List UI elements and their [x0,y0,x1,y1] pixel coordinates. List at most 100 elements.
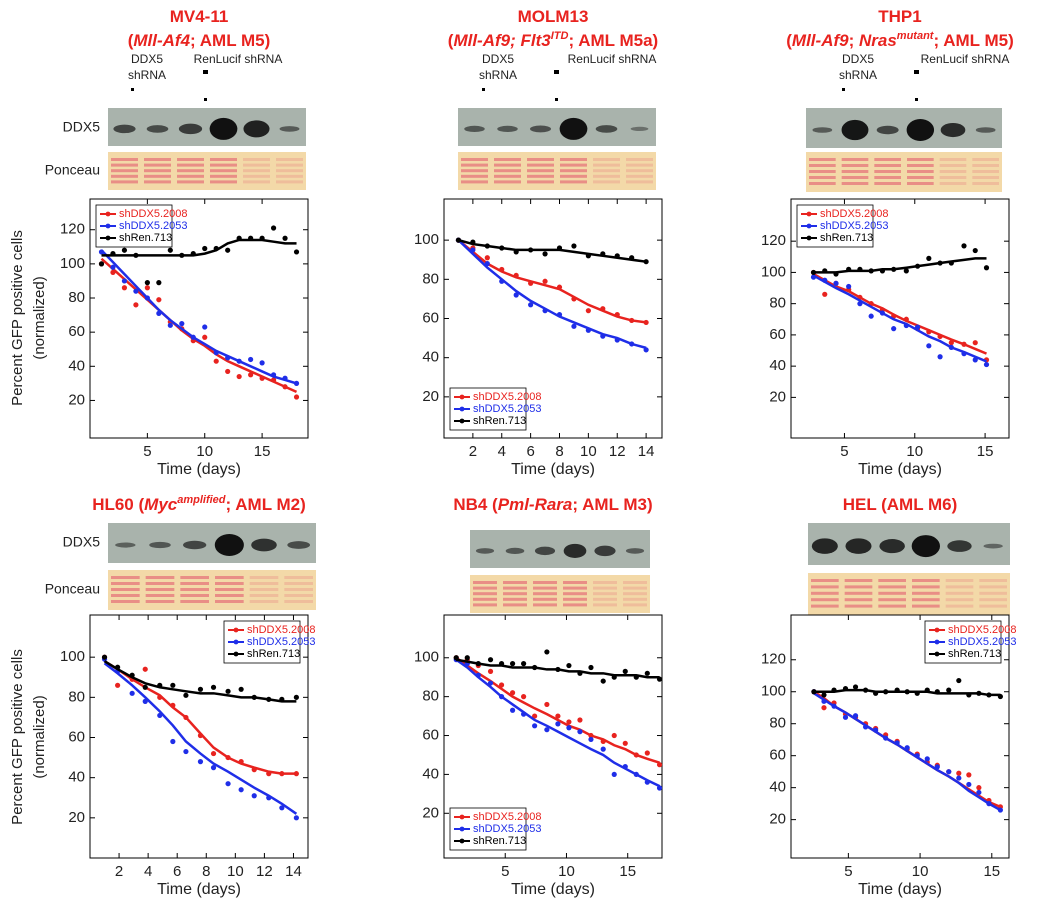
fit-line [455,656,660,764]
ponceau-band [878,598,906,602]
data-point [121,285,128,291]
ponceau-band [249,600,279,603]
data-point [643,347,649,353]
legend-label: shDDX5.2008 [820,208,889,220]
data-point [966,692,972,698]
ponceau-band [276,169,303,173]
lane-marker [482,88,485,91]
lane-marker [203,70,208,74]
data-point [983,265,990,271]
ponceau-band [874,158,901,161]
data-point [821,698,827,704]
title-part: Pml-Rara [498,495,573,514]
ponceau-band [527,180,554,184]
ponceau-band [907,182,934,185]
title-part: ( [786,31,792,50]
data-point [833,271,839,277]
data-point [142,684,148,690]
title-part: Nras [859,31,897,50]
data-point [487,657,494,663]
y-tick-label: 20 [68,809,85,826]
ponceau-band [284,576,313,579]
western-blot [108,108,306,146]
data-point [810,269,817,276]
data-point [644,779,650,785]
data-point [914,263,921,269]
data-point [225,781,231,787]
data-point [156,280,162,286]
legend-swatch [105,211,111,217]
data-point [633,752,639,758]
data-point [266,771,272,777]
data-point [183,714,189,721]
blot-label: DDX5 [63,534,101,550]
lane-label: shRNA [128,68,166,82]
ponceau-band [811,591,839,595]
ponceau-band [560,174,587,178]
ponceau-band [210,158,237,161]
ponceau-band [912,585,940,589]
lane-label: shRNA [839,68,877,82]
data-point [643,319,649,326]
data-point [542,278,548,284]
data-point [903,268,909,274]
data-point [293,771,299,777]
blot-label: Ponceau [45,581,100,597]
data-point [571,296,577,302]
data-point [293,380,300,386]
blot-band [113,124,136,134]
blot-band [811,538,838,554]
ponceau-stain [470,575,650,613]
data-point [293,394,300,400]
blot-band [630,126,649,131]
data-point [270,225,277,231]
ponceau-band [144,169,171,173]
data-point [225,247,231,253]
data-point [167,322,173,328]
blot-band [625,548,645,554]
x-axis-label: Time (days) [157,461,241,478]
ponceau-band [527,158,554,161]
data-point [121,247,128,253]
ponceau-band [809,164,836,167]
title-part: HEL (AML M6) [843,495,958,514]
ponceau-band [461,163,488,167]
data-point [210,750,217,757]
lane-marker [554,70,559,74]
data-point [566,662,572,669]
data-point [822,268,828,274]
data-point [956,770,962,776]
data-point [464,655,470,661]
data-point [556,311,563,318]
ponceau-band [626,180,653,184]
data-point [600,678,606,684]
data-point [857,266,863,272]
legend-label: shDDX5.2053 [948,636,1017,648]
title-part: NB4 ( [453,495,498,514]
ponceau-band [841,158,869,161]
lane-label: DDX5 [842,52,874,66]
blot-band [940,122,966,138]
data-point [961,341,967,347]
x-tick-label: 2 [115,863,123,880]
ponceau-band [494,174,521,178]
data-point [142,698,148,704]
ponceau-band [111,163,138,167]
ponceau-band [145,576,175,579]
legend-swatch [806,223,812,229]
ponceau-band [249,594,279,597]
plot-frame [89,198,309,439]
western-blot [470,530,650,568]
ponceau-band [210,163,237,167]
blot-band [595,125,618,133]
data-point [210,684,217,690]
data-point [656,785,663,791]
data-point [926,255,932,261]
data-point [556,245,563,251]
data-point [986,801,992,807]
blot-band [149,541,171,549]
data-point [842,685,849,692]
ponceau-band [284,600,313,603]
y-tick-label: 40 [68,769,85,786]
data-point [179,321,185,327]
